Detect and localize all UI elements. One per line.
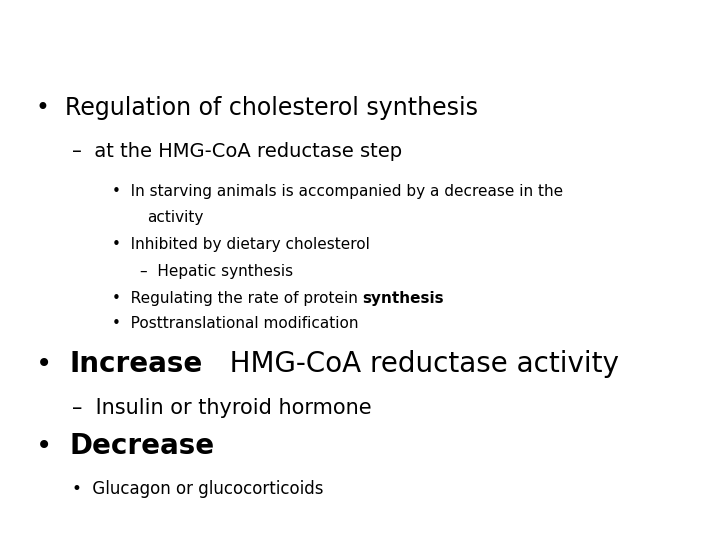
Text: HMG-CoA reductase activity: HMG-CoA reductase activity — [203, 350, 619, 379]
Text: Increase: Increase — [70, 350, 203, 379]
Text: –  Insulin or thyroid hormone: – Insulin or thyroid hormone — [72, 397, 372, 418]
Text: •  Inhibited by dietary cholesterol: • Inhibited by dietary cholesterol — [112, 237, 369, 252]
Text: –  at the HMG-CoA reductase step: – at the HMG-CoA reductase step — [72, 141, 402, 161]
Text: activity: activity — [148, 210, 204, 225]
Text: –  Hepatic synthesis: – Hepatic synthesis — [140, 264, 294, 279]
Text: •  Glucagon or glucocorticoids: • Glucagon or glucocorticoids — [72, 480, 323, 498]
Text: •  Posttranslational modification: • Posttranslational modification — [112, 316, 358, 332]
Text: •: • — [36, 350, 70, 379]
Text: •  In starving animals is accompanied by a decrease in the: • In starving animals is accompanied by … — [112, 184, 563, 199]
Text: synthesis: synthesis — [362, 291, 444, 306]
Text: •  Regulating the rate of protein: • Regulating the rate of protein — [112, 291, 362, 306]
Text: •: • — [36, 431, 70, 460]
Text: •  Regulation of cholesterol synthesis: • Regulation of cholesterol synthesis — [36, 96, 478, 120]
Text: Decrease: Decrease — [70, 431, 215, 460]
